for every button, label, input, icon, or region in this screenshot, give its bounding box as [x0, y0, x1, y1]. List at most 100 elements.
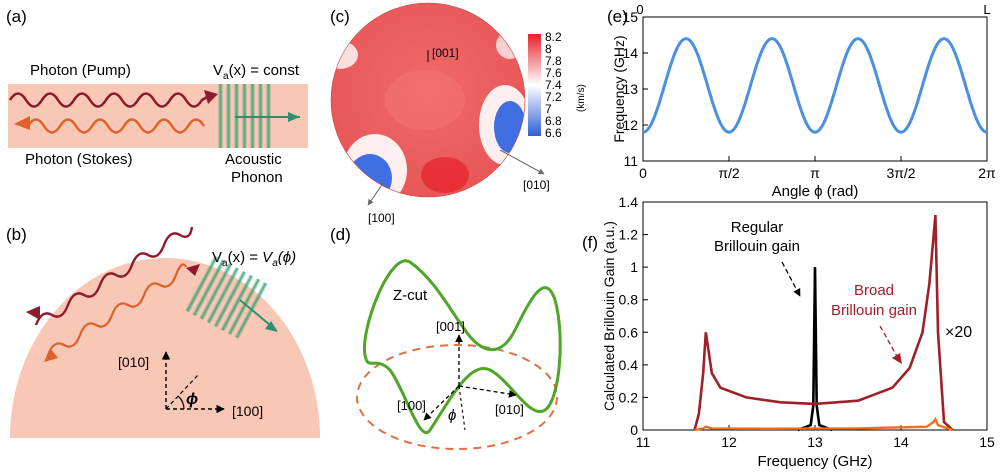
pump-wave-b	[34, 226, 194, 326]
dir-010-label-c: [010]	[523, 178, 550, 192]
y-tick-label: 0.6	[619, 324, 639, 340]
dir-001-label-d: [001]	[436, 319, 465, 334]
stokes-wave	[26, 118, 206, 134]
colorbar	[528, 34, 541, 136]
broad-gain-unscaled-curve	[694, 416, 953, 432]
x-tick-label: π	[810, 165, 820, 181]
panel-label-b: (b)	[6, 225, 27, 244]
scale-factor-label: ×20	[945, 324, 972, 341]
stokes-arrowhead	[14, 116, 30, 130]
regular-gain-curve	[797, 267, 833, 432]
colorbar-ticks: 8.2 8 7.8 7.6 7.4 7.2 7 6.8 6.6	[545, 30, 562, 140]
plot-frame-e	[642, 16, 988, 162]
x-axis-label-f: Frequency (GHz)	[757, 453, 872, 470]
colorbar-tick: 6.8	[545, 114, 562, 128]
phonon-label-2: Phonon	[231, 169, 283, 186]
y-tick-label: 14	[622, 45, 638, 61]
panel-label-c: (c)	[330, 7, 350, 26]
regular-label-2: Brillouin gain	[714, 238, 800, 255]
colorbar-tick: 7.2	[545, 90, 562, 104]
x-tick-label: 3π/2	[886, 165, 915, 181]
panel-label-d: (d)	[330, 225, 351, 244]
pump-arrowhead	[204, 90, 218, 104]
half-disk	[10, 258, 320, 438]
dir-010-arrow-c	[499, 149, 545, 175]
phi-label-b: ϕ	[186, 391, 198, 408]
x-tick-label: 13	[807, 434, 823, 450]
broad-label-2: Brillouin gain	[831, 302, 917, 319]
panel-c: (c) [001] [010] [100] 8.2 8 7.8 7.6 7.4	[330, 2, 587, 225]
broad-label-1: Broad	[854, 282, 894, 299]
y-tick-label: 11	[623, 153, 638, 169]
velocity-sphere	[331, 3, 525, 197]
regular-arrow	[781, 261, 801, 297]
colorbar-tick: 8	[545, 42, 552, 56]
y-tick-label: 0.2	[619, 389, 639, 405]
dir-100-label-c: [100]	[368, 211, 395, 225]
dir-001-label-c: [001]	[432, 46, 459, 60]
dir-100-axis-d	[423, 385, 460, 421]
panel-d: (d) Z-cut [001] [100] [010] ϕ	[330, 225, 562, 450]
dir-100-arrow-c	[367, 181, 385, 206]
x-ticks-f: 11 12 13 14 15	[636, 425, 995, 450]
x-ticks-e: 0 π/2 π 3π/2 2π	[639, 156, 996, 181]
colorbar-tick: 6.6	[545, 126, 562, 140]
panel-label-a: (a)	[6, 7, 27, 26]
x-tick-label: π/2	[718, 165, 740, 181]
axis-010-label-b: [010]	[118, 354, 149, 370]
regular-label-1: Regular	[731, 219, 784, 236]
dir-100-label-d: [100]	[397, 398, 426, 413]
x-axis-label-e: Angle ϕ (rad)	[772, 183, 859, 200]
panel-label-e: (e)	[607, 7, 628, 26]
colorbar-tick: 7	[545, 102, 552, 116]
y-tick-label: 0	[630, 422, 638, 438]
z-cut-ellipse	[356, 344, 558, 450]
z-cut-curve	[362, 259, 562, 434]
phi-label-d: ϕ	[448, 407, 456, 424]
colorbar-tick: 7.6	[545, 66, 562, 80]
y-tick-label: 1.4	[619, 194, 639, 210]
y-tick-label: 0.8	[619, 292, 639, 308]
top-tick-l: L	[983, 2, 990, 17]
x-tick-label: 0	[639, 165, 647, 181]
stokes-label: Photon (Stokes)	[25, 151, 133, 168]
x-tick-label: 11	[636, 434, 651, 450]
z-cut-title: Z-cut	[393, 287, 428, 304]
axis-100-label-b: [100]	[232, 403, 263, 419]
x-tick-label: 14	[893, 434, 909, 450]
panel-e: (e) 0 π/2 π 3π/2 2π 11 12 13 14 15 0 L Frequency…	[607, 2, 996, 200]
x-tick-label: 15	[979, 434, 995, 450]
phonon-fringes-b	[184, 255, 268, 339]
colorbar-tick: 8.2	[545, 30, 562, 44]
dir-010-label-d: [010]	[495, 402, 524, 417]
y-tick-label: 1	[630, 259, 638, 275]
x-tick-label: 12	[721, 434, 737, 450]
panel-f: (f) 11 12 13 14 15 0 0.2 0.4 0.6 0.8 1 1.2 1.4 Calc…	[582, 194, 995, 470]
velocity-const-label: Va(x) = const	[213, 62, 300, 82]
colorbar-tick: 7.4	[545, 78, 562, 92]
frequency-curve	[642, 37, 988, 134]
y-tick-label: 15	[622, 9, 638, 25]
pump-label: Photon (Pump)	[30, 62, 131, 79]
panel-a: (a) Photon (Pump) Photon (Stokes) Va(x) …	[6, 7, 308, 186]
x-tick-label: 2π	[978, 165, 996, 181]
y-ticks-f: 0 0.2 0.4 0.6 0.8 1 1.2 1.4	[619, 194, 648, 438]
velocity-phi-label: Va(x) = Va(ϕ)	[212, 249, 296, 269]
top-tick-0: 0	[636, 2, 643, 17]
colorbar-tick: 7.8	[545, 54, 562, 68]
broad-gain-curve	[693, 214, 954, 431]
y-ticks-e: 11 12 13 14 15	[622, 9, 648, 169]
y-axis-label-e: Frequency (GHz)	[611, 35, 627, 142]
panel-label-f: (f)	[582, 233, 598, 252]
y-axis-label-f: Calculated Brillouin Gain (a.u.)	[601, 221, 617, 411]
dir-010-axis-d	[458, 385, 517, 398]
y-tick-label: 13	[622, 81, 638, 97]
phonon-label-1: Acoustic	[225, 151, 282, 168]
pump-wave	[8, 92, 213, 108]
panel-b: (b) Va(x) = Va(ϕ) [010] [100] ϕ	[6, 225, 320, 438]
y-tick-label: 0.4	[619, 357, 639, 373]
y-tick-label: 1.2	[619, 227, 639, 243]
stokes-wave-b	[46, 263, 187, 356]
colorbar-unit: (km/s)	[576, 84, 587, 112]
